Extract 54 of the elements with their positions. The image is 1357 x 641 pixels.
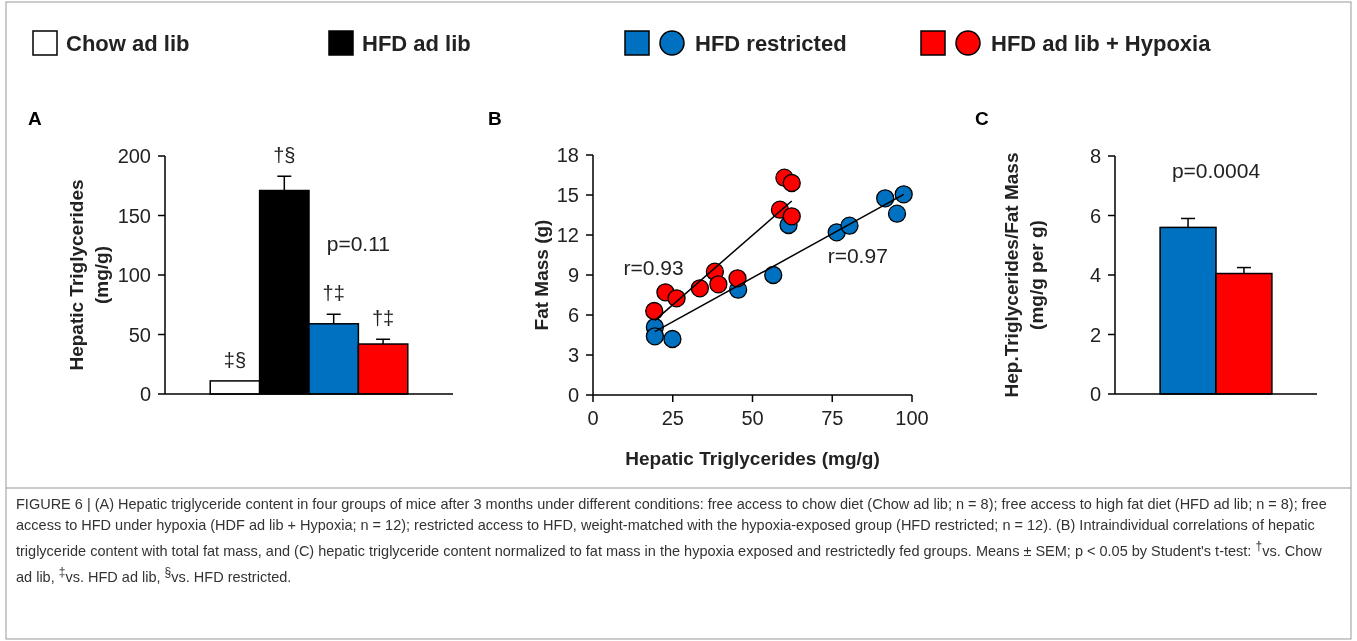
- y-tick-label: 9: [567, 264, 579, 286]
- annotation: ‡§: [223, 348, 247, 371]
- x-tick-label: 100: [895, 407, 929, 429]
- point: [782, 173, 801, 193]
- point: [645, 327, 665, 346]
- y-tick-label: 18: [556, 144, 579, 166]
- legend-label: HFD restricted: [695, 30, 847, 56]
- y-tick-label: 2: [1089, 323, 1101, 346]
- y-tick-label: 200: [117, 145, 151, 167]
- annotation: †‡: [371, 307, 395, 330]
- y-tick-label: 3: [567, 344, 579, 366]
- y-axis-title: Fat Mass (g): [531, 219, 552, 331]
- annotation: p=0.0004: [1171, 159, 1261, 183]
- y-tick-label: 0: [1089, 383, 1101, 405]
- point: [894, 185, 913, 204]
- y-tick-label: 6: [1089, 204, 1101, 227]
- x-tick-label: 75: [821, 407, 844, 429]
- y-tick-label: 100: [117, 264, 151, 286]
- annotation: p=0.11: [326, 232, 391, 256]
- point: [690, 279, 710, 298]
- y-tick-label: 0: [567, 384, 579, 406]
- x-tick-label: 0: [587, 407, 599, 429]
- y-tick-label: 8: [1089, 145, 1101, 167]
- annotation: †‡: [322, 282, 345, 305]
- chart-title: C: [975, 108, 989, 129]
- y-tick-label: 4: [1089, 264, 1101, 286]
- point: [645, 301, 664, 321]
- chart-title: B: [488, 108, 502, 129]
- y-axis-title: Hepatic Triglycerides (mg/g): [66, 179, 112, 371]
- point: [663, 329, 682, 349]
- y-tick-label: 6: [567, 304, 579, 326]
- point: [728, 269, 747, 288]
- legend-label: HFD ad lib: [362, 30, 471, 56]
- annotation: r=0.97: [827, 244, 888, 268]
- y-tick-label: 12: [556, 224, 579, 246]
- y-tick-label: 0: [139, 383, 151, 405]
- y-tick-label: 15: [556, 184, 579, 206]
- y-tick-label: 150: [117, 204, 151, 227]
- x-tick-label: 50: [741, 407, 764, 429]
- legend-label: Chow ad lib: [66, 30, 190, 56]
- legend-label: HFD ad lib + Hypoxia: [991, 30, 1212, 56]
- y-tick-label: 50: [128, 323, 151, 346]
- chart-title: A: [28, 108, 42, 129]
- x-axis-title: Hepatic Triglycerides (mg/g): [625, 448, 880, 469]
- x-tick-label: 25: [661, 407, 684, 429]
- annotation: †§: [273, 144, 296, 167]
- annotation: r=0.93: [623, 256, 684, 280]
- point: [782, 207, 801, 226]
- y-axis-title: Hep.Triglycerides/Fat Mass (mg/g per g): [1001, 152, 1047, 398]
- text: FIGURE 6 | (A) Hepatic triglyceride content in four groups of mice after 3 months under different conditions: free access to chow diet (Chow ad lib; n = 8); free access to high fat diet (HFD ad lib; n = 8); free access to HFD under hypoxia (HDF ad lib + Hypoxia; n = 12); restricted access to HFD, weight-matched with the hypoxia-exposed group (HFD restricted; n = 12). (B) Intraindividual correlations of hepatic triglyceride content with total fat mass, and (C) hepatic triglyceride content normalized to fat mass in the hypoxia exposed and restrictedly fed groups. Means ± SEM; p < 0.05 by Student's t-test: $^{†}$vs. Chow ad lib, $^{‡}$vs. HFD ad lib, $^{§}$vs. HFD restricted.: [16, 496, 1327, 585]
- point: [876, 189, 895, 208]
- point: [764, 265, 783, 285]
- point: [887, 204, 907, 223]
- point: [709, 275, 728, 294]
